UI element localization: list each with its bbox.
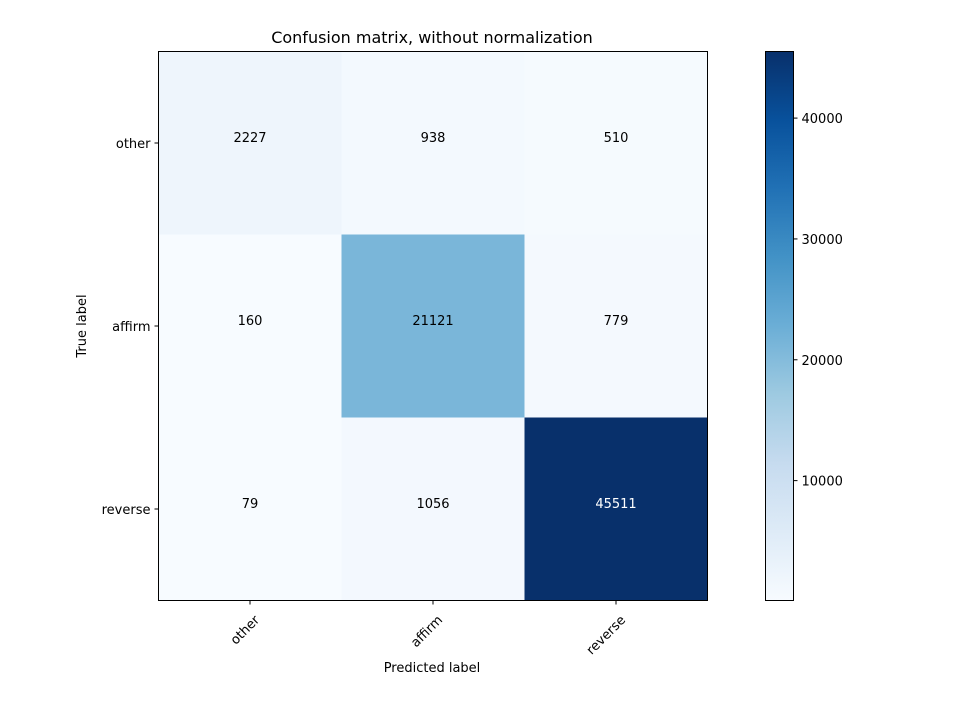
- cell-value-label: 2227: [233, 131, 266, 146]
- cell-value-label: 938: [421, 131, 446, 146]
- cell-value-label: 45511: [595, 497, 636, 512]
- y-tick-label: affirm: [112, 320, 150, 335]
- y-tick-label: reverse: [102, 503, 151, 518]
- x-tick-label: other: [228, 612, 264, 648]
- heatmap-cells: [158, 51, 708, 601]
- heatmap-cell: [158, 234, 342, 418]
- cell-value-label: 1056: [416, 497, 449, 512]
- heatmap-cell: [158, 417, 342, 601]
- y-tick-label: other: [116, 137, 151, 152]
- colorbar-tick-label: 30000: [802, 233, 843, 248]
- colorbar-tick-label: 40000: [802, 112, 843, 127]
- cell-value-label: 21121: [412, 314, 453, 329]
- colorbar-tick-label: 10000: [802, 475, 843, 490]
- heatmap-cell: [341, 417, 525, 601]
- cell-value-label: 779: [604, 314, 629, 329]
- heatmap-cell: [158, 51, 342, 235]
- y-axis-label: True label: [75, 294, 90, 358]
- cell-value-label: 79: [242, 497, 259, 512]
- heatmap-cell: [524, 417, 708, 601]
- heatmap-cell: [341, 234, 525, 418]
- colorbar-ticks: 10000 20000 30000 40000: [793, 112, 843, 490]
- x-axis-label: Predicted label: [384, 661, 481, 676]
- y-axis-ticks: other affirm reverse: [102, 137, 159, 518]
- x-tick-label: reverse: [584, 613, 629, 658]
- heatmap-cell-labels: 2227 938 510 160 21121 779 79 1056 45511: [233, 131, 636, 512]
- chart-title: Confusion matrix, without normalization: [271, 28, 593, 47]
- heatmap-cell: [524, 51, 708, 235]
- x-axis-ticks: other affirm reverse: [228, 600, 629, 658]
- colorbar: [765, 51, 794, 601]
- heatmap-cell: [524, 234, 708, 418]
- colorbar-tick-label: 20000: [802, 354, 843, 369]
- cell-value-label: 160: [238, 314, 263, 329]
- x-tick-label: affirm: [408, 613, 446, 651]
- cell-value-label: 510: [604, 131, 629, 146]
- heatmap-cell: [341, 51, 525, 235]
